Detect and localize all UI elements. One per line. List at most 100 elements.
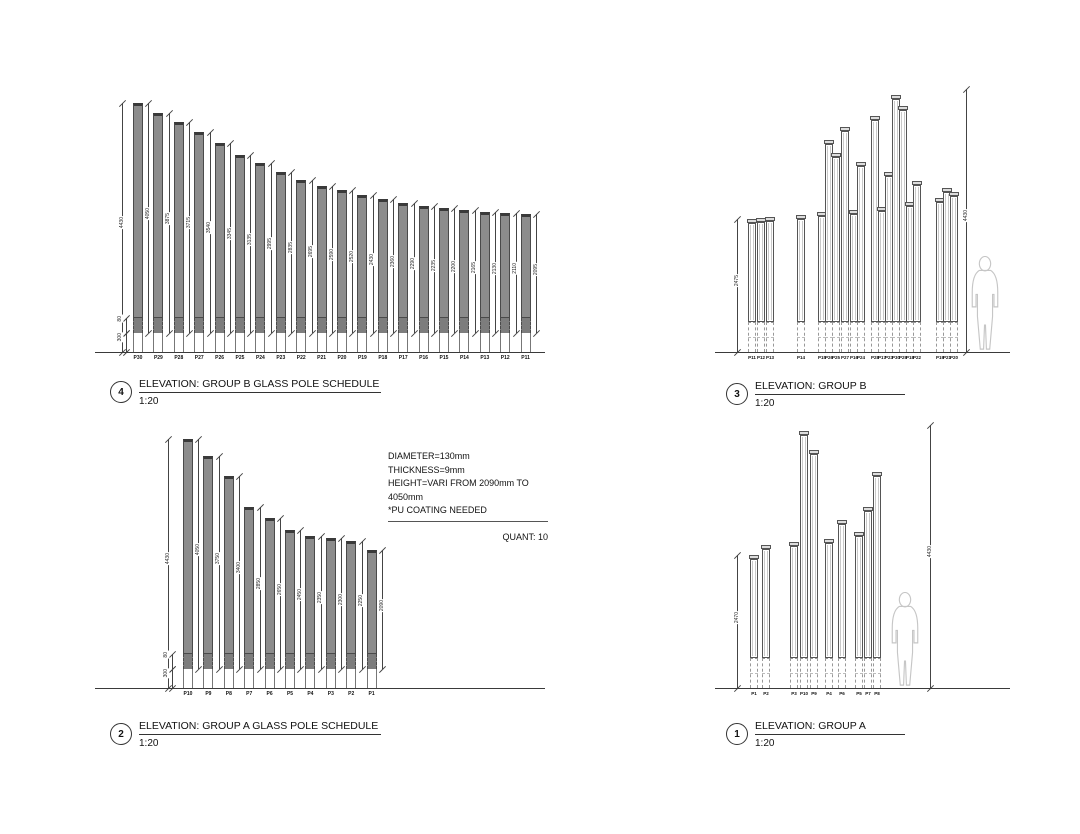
ground-line bbox=[715, 688, 1010, 690]
pole-cap bbox=[824, 139, 834, 144]
glass-pole bbox=[748, 222, 756, 322]
callout-circle: 1 bbox=[726, 723, 748, 745]
glass-pole bbox=[864, 511, 872, 658]
pole-id-label: P19 bbox=[357, 355, 367, 361]
pole-buried-line bbox=[913, 337, 921, 338]
glass-pole-inner-line bbox=[820, 218, 824, 320]
pole-id-label: P13 bbox=[480, 355, 490, 361]
pole-id-label: P13 bbox=[765, 355, 774, 360]
pole-bar bbox=[183, 438, 193, 654]
pole-id-label: P10 bbox=[799, 691, 808, 696]
pole-id-label: P22 bbox=[296, 355, 306, 361]
pole-cap bbox=[840, 127, 850, 132]
pole-id-label: P15 bbox=[817, 355, 826, 360]
titleblock-text: ELEVATION: GROUP B GLASS POLE SCHEDULE 1… bbox=[139, 378, 381, 407]
pole-cap bbox=[824, 538, 834, 543]
pole-bar bbox=[223, 475, 234, 654]
glass-pole-inner-line bbox=[827, 544, 831, 656]
pole-bar-base bbox=[520, 333, 531, 352]
pole-cap bbox=[799, 430, 809, 435]
pole-cap bbox=[870, 116, 880, 121]
pole-buried-line bbox=[832, 337, 840, 338]
pole-bar bbox=[366, 550, 377, 654]
pole-id-label: P30 bbox=[133, 355, 143, 361]
pole-id-label: P27 bbox=[194, 355, 204, 361]
pole-cap bbox=[854, 532, 864, 537]
pole-cap bbox=[837, 519, 847, 524]
pole-bar bbox=[194, 131, 205, 318]
pole-id-label: P20 bbox=[949, 355, 958, 360]
glass-pole bbox=[841, 131, 849, 322]
pole-id-label: P4 bbox=[307, 691, 314, 697]
pole-id-label: P19 bbox=[935, 355, 944, 360]
callout-number: 3 bbox=[734, 388, 740, 400]
titleblock-group-b-schedule: 4 ELEVATION: GROUP B GLASS POLE SCHEDULE… bbox=[110, 378, 381, 407]
pole-bar-base bbox=[337, 333, 347, 352]
titleblock-text: ELEVATION: GROUP B 1:20 bbox=[755, 380, 905, 409]
pole-bar bbox=[305, 535, 316, 654]
pole-bar bbox=[316, 185, 327, 318]
pole-bar-base bbox=[255, 333, 266, 352]
glass-pole-inner-line bbox=[802, 436, 806, 656]
pole-buried-line bbox=[797, 337, 805, 338]
glass-pole-inner-line bbox=[945, 193, 949, 320]
pole-bar-base bbox=[377, 333, 388, 352]
pole-bar bbox=[173, 121, 184, 318]
pole-bar-embed bbox=[398, 318, 409, 333]
pole-id-label: P8 bbox=[874, 691, 880, 696]
pole-buried-line bbox=[885, 337, 893, 338]
pole-bar-base bbox=[133, 333, 143, 352]
view-scale: 1:20 bbox=[139, 738, 159, 749]
pole-buried-line bbox=[892, 337, 900, 338]
pole-id-label: P3 bbox=[791, 691, 797, 696]
glass-pole-inner-line bbox=[857, 538, 861, 656]
glass-pole-inner-line bbox=[887, 177, 891, 320]
pole-id-label: P2 bbox=[348, 691, 355, 697]
notes-block: DIAMETER=130mm THICKNESS=9mm HEIGHT=VARI… bbox=[388, 450, 548, 544]
view-scale: 1:20 bbox=[755, 398, 775, 409]
pole-bar-base bbox=[366, 669, 377, 688]
pole-id-label: P25 bbox=[831, 355, 840, 360]
pole-id-label: P28 bbox=[870, 355, 879, 360]
pole-id-label: P14 bbox=[796, 355, 805, 360]
pole-bar-embed bbox=[305, 654, 316, 669]
callout-circle: 2 bbox=[110, 723, 132, 745]
dimension-line bbox=[172, 669, 173, 688]
pole-bar-embed bbox=[235, 318, 245, 333]
dimension-line bbox=[172, 654, 173, 669]
pole-bar-embed bbox=[194, 318, 205, 333]
pole-id-label: P6 bbox=[266, 691, 273, 697]
pole-bar-base bbox=[275, 333, 286, 352]
glass-pole-inner-line bbox=[764, 551, 768, 656]
dimension-value: 4430 bbox=[926, 545, 933, 559]
dimension-value: 2470 bbox=[733, 610, 740, 624]
pole-buried-line bbox=[873, 673, 881, 674]
pole-bar-base bbox=[439, 333, 449, 352]
pole-cap bbox=[789, 541, 799, 546]
pole-cap bbox=[765, 216, 775, 221]
glass-pole bbox=[797, 218, 805, 322]
pole-id-label: P27 bbox=[840, 355, 849, 360]
glass-pole-inner-line bbox=[834, 158, 838, 320]
pole-buried-line bbox=[943, 337, 951, 338]
pole-bar-embed bbox=[325, 654, 336, 669]
pole-id-label: P12 bbox=[756, 355, 765, 360]
pole-bar-embed bbox=[153, 318, 164, 333]
pole-bar-embed bbox=[275, 318, 286, 333]
pole-bar-base bbox=[357, 333, 368, 352]
callout-number: 1 bbox=[734, 728, 740, 740]
pole-bar bbox=[275, 171, 286, 318]
pole-buried-line bbox=[790, 673, 798, 674]
pole-buried-line bbox=[850, 337, 858, 338]
pole-buried-line bbox=[825, 673, 833, 674]
glass-pole-inner-line bbox=[880, 212, 884, 320]
pole-cap bbox=[796, 214, 806, 219]
glass-pole-inner-line bbox=[873, 122, 877, 320]
pole-buried-line bbox=[810, 673, 818, 674]
pole-id-label: P18 bbox=[905, 355, 914, 360]
pole-cap bbox=[749, 555, 759, 560]
pole-cap bbox=[949, 191, 959, 196]
